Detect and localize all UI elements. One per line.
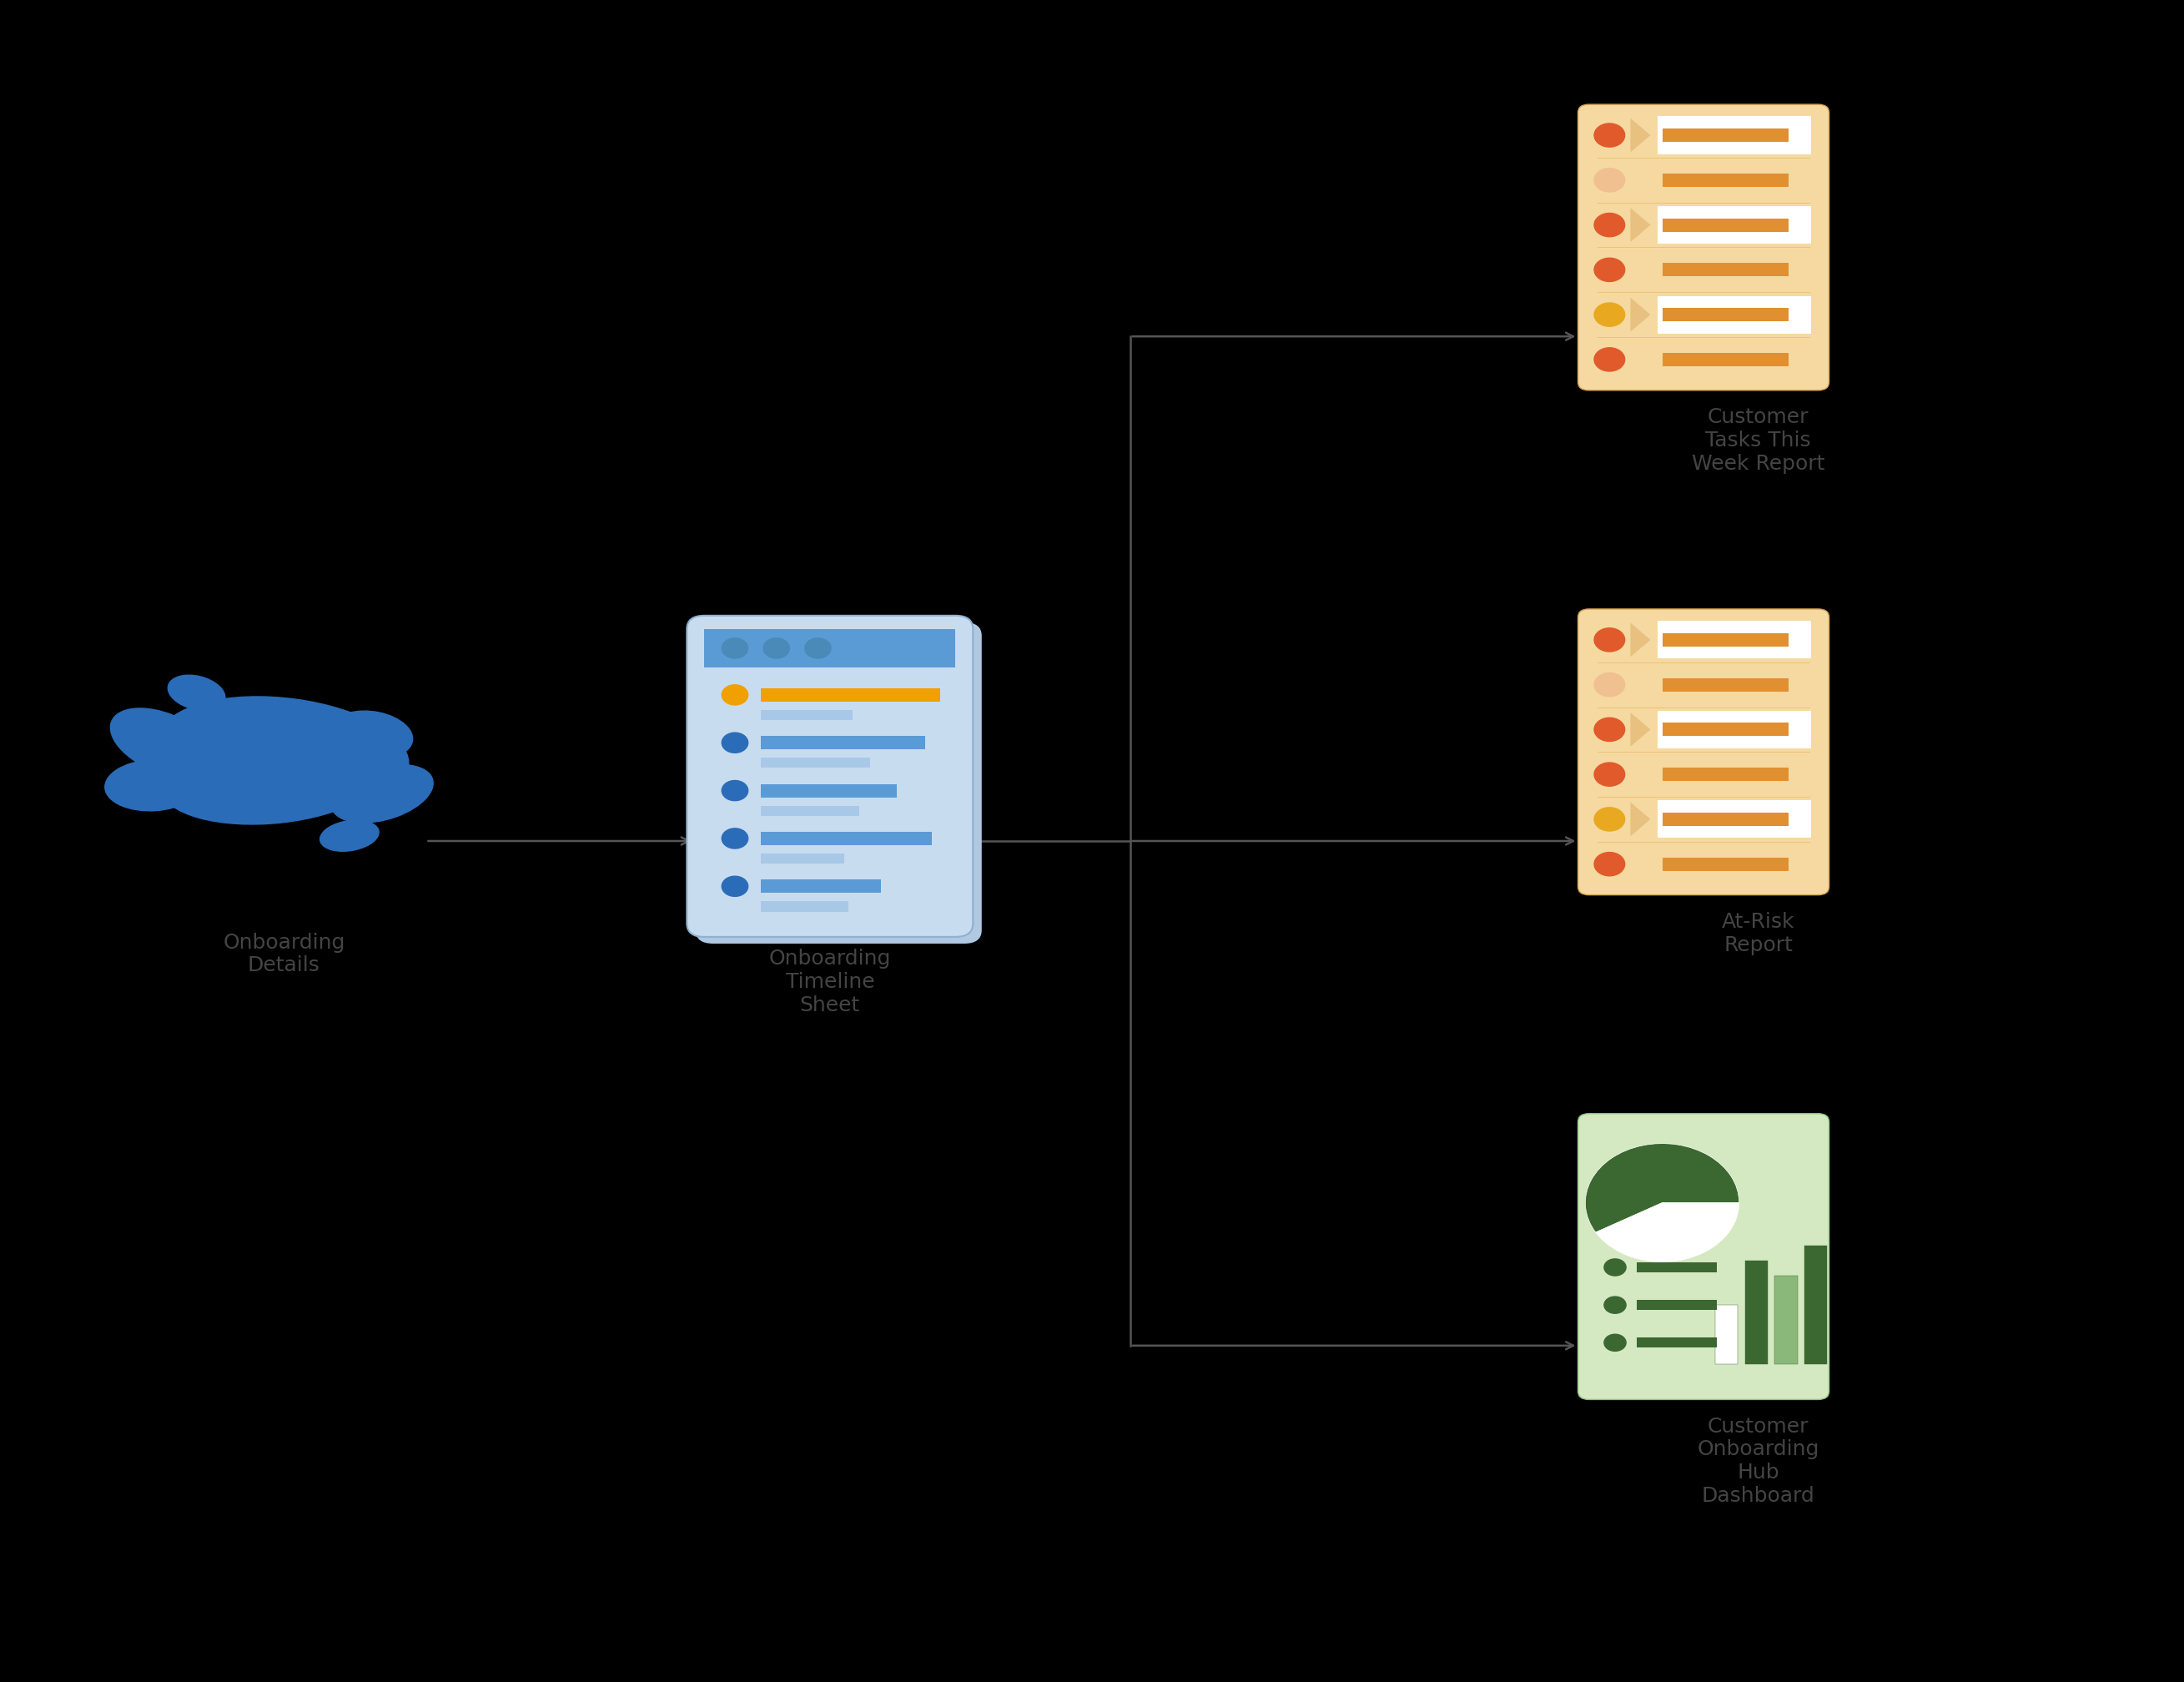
Polygon shape [1631,757,1651,792]
Ellipse shape [105,760,201,811]
Polygon shape [1631,848,1651,881]
Bar [703,629,954,668]
Polygon shape [1631,118,1651,153]
Polygon shape [1631,622,1651,658]
Polygon shape [1631,668,1651,701]
Bar [1662,858,1789,871]
Wedge shape [1597,1203,1738,1262]
Bar [1804,1246,1828,1364]
Ellipse shape [321,821,378,851]
FancyBboxPatch shape [1577,1113,1828,1399]
Circle shape [1594,762,1625,785]
Polygon shape [1631,163,1651,197]
Text: At-Risk
Report: At-Risk Report [1721,912,1795,955]
Circle shape [1594,214,1625,237]
Wedge shape [1586,1144,1738,1233]
Circle shape [1594,303,1625,326]
Circle shape [721,733,747,754]
Ellipse shape [168,674,225,710]
Bar [1662,678,1789,691]
Polygon shape [1631,343,1651,377]
FancyBboxPatch shape [1577,609,1828,895]
Bar [1662,632,1789,646]
Bar [1714,1305,1738,1364]
Polygon shape [1631,802,1651,836]
Circle shape [721,780,747,801]
Bar [1662,353,1789,367]
Circle shape [1594,257,1625,281]
Bar [1638,1337,1717,1347]
Circle shape [804,637,830,658]
Bar [760,831,930,844]
Bar [1776,1275,1797,1364]
Circle shape [721,828,747,848]
Bar [1658,116,1811,155]
Bar [1638,1300,1717,1310]
Bar [1658,711,1811,748]
Text: Onboarding
Timeline
Sheet: Onboarding Timeline Sheet [769,949,891,1014]
FancyBboxPatch shape [1577,104,1828,390]
FancyBboxPatch shape [686,616,972,937]
Bar [1745,1260,1767,1364]
Bar [760,902,847,912]
Circle shape [1594,627,1625,651]
Ellipse shape [330,711,413,759]
Bar [760,688,939,701]
FancyBboxPatch shape [695,622,981,944]
Circle shape [1594,718,1625,742]
Ellipse shape [332,765,432,822]
Polygon shape [1631,252,1651,288]
Bar [760,710,852,720]
Text: Customer
Tasks This
Week Report: Customer Tasks This Week Report [1693,407,1824,474]
Bar [1662,767,1789,780]
Bar [1658,801,1811,838]
Bar [760,737,926,750]
Circle shape [764,637,791,658]
Ellipse shape [159,696,408,807]
Bar [1662,723,1789,737]
Circle shape [721,685,747,705]
Circle shape [1603,1258,1625,1275]
Circle shape [1594,168,1625,192]
Circle shape [1594,853,1625,876]
Bar [760,853,843,863]
Circle shape [721,876,747,897]
Polygon shape [1631,713,1651,747]
Bar [1662,308,1789,321]
Bar [1658,621,1811,659]
Bar [1638,1262,1717,1272]
Bar [1662,128,1789,141]
Circle shape [1603,1297,1625,1314]
Circle shape [1594,348,1625,372]
Ellipse shape [111,708,216,779]
Bar [1662,262,1789,276]
Circle shape [1594,123,1625,146]
Ellipse shape [159,730,387,824]
Text: Onboarding
Details: Onboarding Details [223,932,345,976]
Circle shape [1594,673,1625,696]
Bar [1658,296,1811,333]
Bar [1662,812,1789,826]
Bar [1662,219,1789,232]
Bar [760,880,880,893]
Text: Customer
Onboarding
Hub
Dashboard: Customer Onboarding Hub Dashboard [1697,1416,1819,1505]
Bar [1662,173,1789,187]
Bar [760,759,869,769]
Bar [760,784,895,797]
Circle shape [1603,1334,1625,1351]
Polygon shape [1631,209,1651,242]
Circle shape [721,637,747,658]
Circle shape [1594,807,1625,831]
Bar [760,806,860,816]
Bar [1658,207,1811,244]
Polygon shape [1631,298,1651,331]
